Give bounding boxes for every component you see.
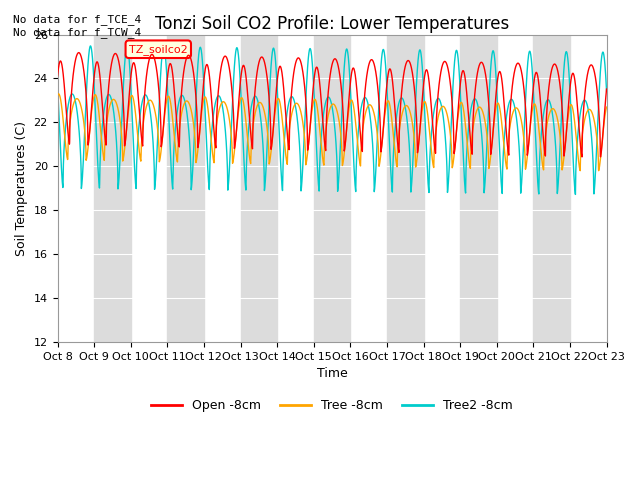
Bar bbox=[533, 35, 570, 342]
Bar bbox=[314, 35, 350, 342]
Bar bbox=[241, 35, 277, 342]
Y-axis label: Soil Temperatures (C): Soil Temperatures (C) bbox=[15, 121, 28, 256]
Bar bbox=[460, 35, 497, 342]
Legend: Open -8cm, Tree -8cm, Tree2 -8cm: Open -8cm, Tree -8cm, Tree2 -8cm bbox=[146, 394, 518, 417]
Text: No data for f_TCE_4
No data for f_TCW_4: No data for f_TCE_4 No data for f_TCW_4 bbox=[13, 14, 141, 38]
Bar bbox=[94, 35, 131, 342]
Title: Tonzi Soil CO2 Profile: Lower Temperatures: Tonzi Soil CO2 Profile: Lower Temperatur… bbox=[155, 15, 509, 33]
X-axis label: Time: Time bbox=[317, 367, 348, 380]
Bar bbox=[387, 35, 424, 342]
Text: TZ_soilco2: TZ_soilco2 bbox=[129, 44, 188, 55]
Bar bbox=[167, 35, 204, 342]
